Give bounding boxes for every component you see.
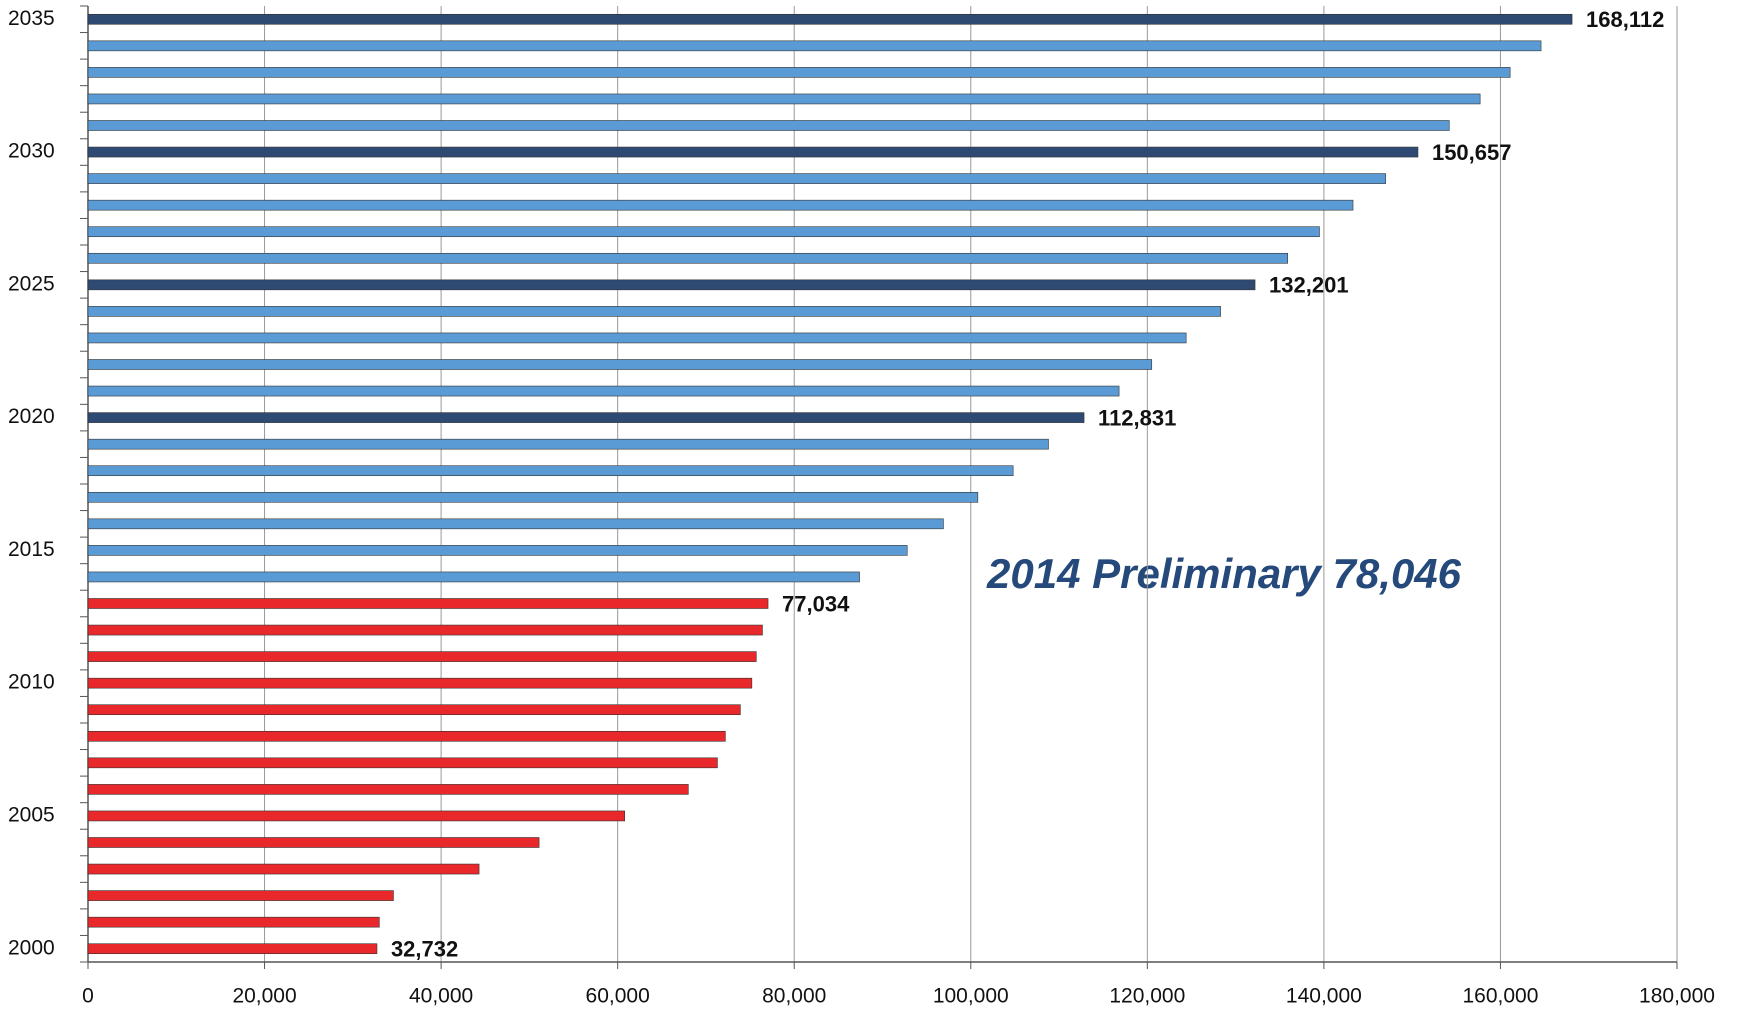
bar xyxy=(87,13,1573,25)
bar xyxy=(87,67,1511,78)
bar xyxy=(87,890,394,901)
bar xyxy=(87,624,763,636)
x-tick-label: 160,000 xyxy=(1462,985,1538,1008)
bar xyxy=(87,465,1014,477)
bar xyxy=(87,518,944,530)
bar xyxy=(87,306,1221,317)
value-label: 150,657 xyxy=(1432,140,1512,165)
bar xyxy=(87,438,1049,450)
value-label: 112,831 xyxy=(1098,405,1176,430)
value-label: 32,732 xyxy=(391,937,458,962)
y-tick-label: 2010 xyxy=(8,671,55,694)
x-tick-label: 0 xyxy=(82,985,94,1008)
bar xyxy=(87,226,1320,238)
bar xyxy=(87,651,757,662)
x-tick-label: 120,000 xyxy=(1109,985,1185,1008)
bar xyxy=(87,810,626,822)
y-tick-label: 2025 xyxy=(8,272,55,295)
bar xyxy=(87,385,1120,397)
bar xyxy=(87,491,979,503)
bar xyxy=(87,677,753,689)
bar xyxy=(87,730,726,742)
value-label: 77,034 xyxy=(782,591,850,616)
bar xyxy=(87,120,1450,131)
x-tick-label: 40,000 xyxy=(409,985,473,1008)
annotation: 2014 Preliminary 78,046 xyxy=(986,550,1462,597)
bar xyxy=(87,279,1256,291)
bar xyxy=(87,837,540,848)
bar xyxy=(87,704,741,716)
bar xyxy=(87,412,1085,423)
bar xyxy=(87,943,378,955)
bar xyxy=(87,199,1354,211)
y-tick-label: 2000 xyxy=(8,936,55,959)
value-label: 168,112 xyxy=(1586,7,1664,32)
bar xyxy=(87,598,769,609)
y-tick-label: 2005 xyxy=(8,803,55,826)
y-tick-label: 2030 xyxy=(8,140,55,163)
x-tick-label: 60,000 xyxy=(586,985,650,1008)
bar xyxy=(87,146,1419,158)
x-tick-label: 180,000 xyxy=(1639,985,1715,1008)
bar xyxy=(87,571,860,583)
y-tick-label: 2035 xyxy=(8,7,55,30)
bar xyxy=(87,863,480,875)
bar xyxy=(87,916,380,928)
bar xyxy=(87,784,689,795)
bar xyxy=(87,40,1542,52)
bar xyxy=(87,173,1386,184)
x-tick-label: 100,000 xyxy=(933,985,1009,1008)
bar xyxy=(87,93,1481,105)
bar xyxy=(87,332,1187,344)
bar xyxy=(87,252,1288,264)
bar xyxy=(87,359,1153,370)
bar xyxy=(87,545,908,556)
x-tick-label: 20,000 xyxy=(232,985,296,1008)
x-tick-label: 140,000 xyxy=(1286,985,1362,1008)
y-tick-label: 2015 xyxy=(8,538,55,561)
bar xyxy=(87,757,718,769)
x-tick-label: 80,000 xyxy=(762,985,826,1008)
y-tick-label: 2020 xyxy=(8,405,55,428)
value-label: 132,201 xyxy=(1269,273,1349,298)
